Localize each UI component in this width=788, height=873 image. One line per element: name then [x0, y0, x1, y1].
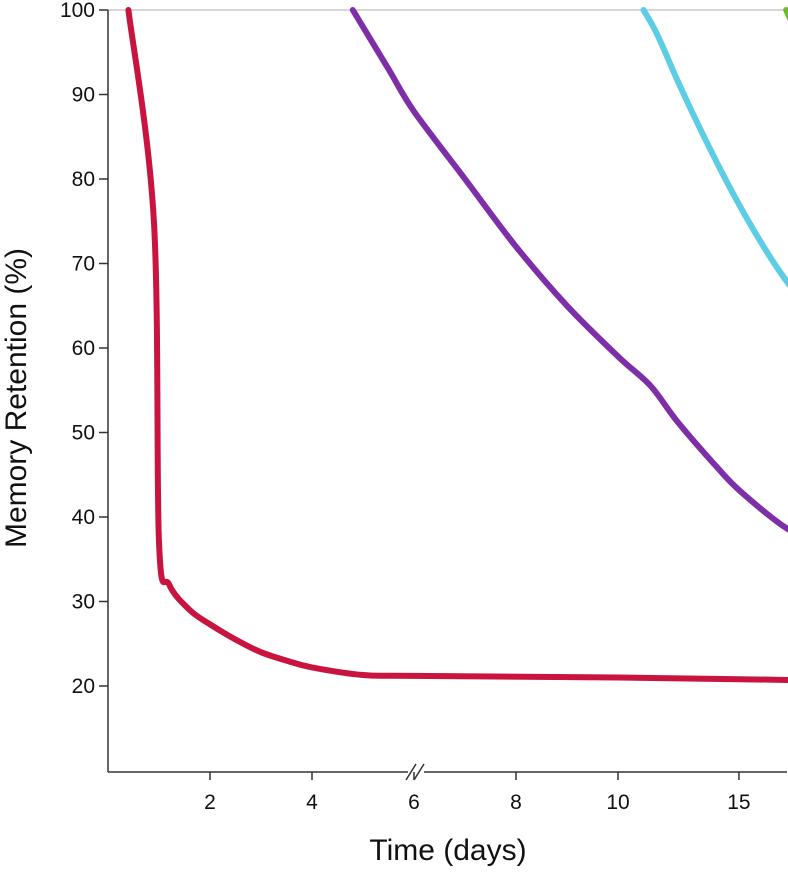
series-line-3	[644, 10, 788, 454]
series-line-2	[353, 10, 788, 594]
x-tick-label: 10	[606, 791, 629, 814]
x-tick-label: 15	[727, 791, 750, 814]
y-tick-label: 70	[72, 253, 95, 276]
y-tick-label: 40	[72, 506, 95, 529]
x-tick-label: 6	[408, 791, 420, 814]
x-tick-label: 2	[204, 791, 216, 814]
x-tick-label: 4	[306, 791, 318, 814]
y-tick-label: 100	[60, 0, 95, 22]
y-tick-label: 30	[72, 591, 95, 614]
y-tick-label: 80	[72, 168, 95, 191]
x-tick-label: 8	[510, 791, 522, 814]
y-tick-label: 20	[72, 675, 95, 698]
y-tick-label: 90	[72, 84, 95, 107]
y-axis-title: Memory Retention (%)	[0, 248, 33, 548]
y-tick-label: 60	[72, 337, 95, 360]
x-axis-title: Time (days)	[369, 834, 526, 867]
x-axis-ticks: 24681015202530	[204, 772, 788, 814]
y-axis-ticks: 20 30 40 50 60 70 80 90 100	[60, 0, 108, 698]
series-layer	[128, 10, 788, 686]
x-axis-break-mark	[406, 764, 424, 780]
y-tick-label: 50	[72, 422, 95, 445]
